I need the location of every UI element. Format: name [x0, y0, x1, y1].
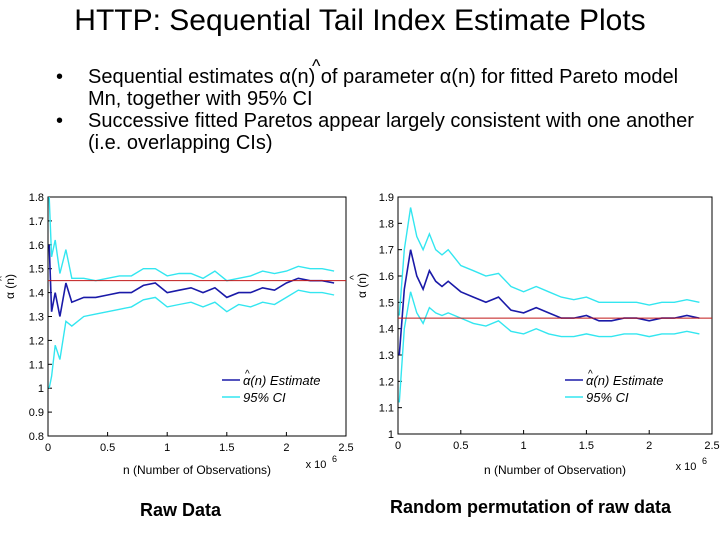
- left-plot-frame: [47, 196, 347, 437]
- left-x-tick-label: 0: [45, 442, 51, 454]
- right-x-tick-label: 0.5: [453, 440, 468, 452]
- right-y-tick-label: 1.7: [379, 245, 394, 257]
- right-y-tick-label: 1.9: [379, 192, 394, 204]
- left-ci-upper-line: [48, 196, 335, 282]
- left-x-tick-label: 0.5: [100, 442, 115, 454]
- left-ci-lower-line: [48, 289, 335, 389]
- left-y-tick-label: 1.5: [29, 264, 44, 276]
- left-y-axis-hat: ^: [0, 276, 8, 281]
- hat-glyph: ^: [312, 56, 321, 76]
- right-estimate-line: [398, 249, 700, 356]
- right-y-tick-label: 1.8: [379, 218, 394, 230]
- left-x-tick-label: 2.5: [338, 442, 353, 454]
- right-x-tick-label: 1: [521, 440, 527, 452]
- right-y-axis-label: α (n): [355, 273, 369, 298]
- right-x-axis-label: n (Number of Observation): [484, 463, 626, 477]
- left-y-tick-label: 1.6: [29, 240, 44, 252]
- right-y-tick-label: 1.4: [379, 324, 394, 336]
- right-x-exponent-power: 6: [702, 456, 707, 466]
- bullet-marker: •: [56, 66, 64, 88]
- right-x-tick-label: 0: [395, 440, 401, 452]
- left-x-exponent-power: 6: [332, 454, 337, 464]
- right-y-axis-hat: ^: [349, 275, 360, 280]
- left-legend-hat: ^: [245, 369, 250, 380]
- caption-right: Random permutation of raw data: [390, 497, 672, 517]
- left-y-tick-label: 1.7: [29, 216, 44, 228]
- right-ci-lower-line: [398, 291, 700, 403]
- right-x-tick-label: 2: [646, 440, 652, 452]
- bullet-item: • Successive fitted Paretos appear large…: [56, 110, 696, 154]
- left-y-tick-label: 0.8: [29, 431, 44, 443]
- right-legend-label: 95% CI: [586, 390, 629, 405]
- left-x-tick-label: 1.5: [219, 442, 234, 454]
- right-x-tick-label: 2.5: [704, 440, 719, 452]
- left-y-tick-label: 1: [38, 383, 44, 395]
- bullet-marker: •: [56, 110, 64, 132]
- bullet-item: • Sequential estimates α(n) of parameter…: [56, 66, 696, 110]
- bullet-list: • Sequential estimates α(n) of parameter…: [56, 66, 696, 154]
- right-y-tick-label: 1.2: [379, 376, 394, 388]
- right-x-exponent-label: x 10: [676, 461, 697, 473]
- right-y-tick-label: 1.5: [379, 297, 394, 309]
- left-legend-label: 95% CI: [243, 390, 286, 405]
- left-legend-label: α(n) Estimate: [243, 373, 321, 388]
- right-y-tick-label: 1.3: [379, 350, 394, 362]
- left-y-tick-label: 1.4: [29, 288, 44, 300]
- caption-left: Raw Data: [140, 500, 222, 520]
- right-y-tick-label: 1: [388, 429, 394, 441]
- left-y-tick-label: 1.2: [29, 335, 44, 347]
- right-y-tick-label: 1.6: [379, 271, 394, 283]
- right-ci-upper-line: [398, 207, 700, 316]
- bullet-text: Successive fitted Paretos appear largely…: [88, 110, 694, 154]
- slide-title: HTTP: Sequential Tail Index Estimate Plo…: [74, 4, 646, 37]
- left-x-tick-label: 1: [164, 442, 170, 454]
- left-x-axis-label: n (Number of Observations): [123, 463, 271, 477]
- left-x-tick-label: 2: [283, 442, 289, 454]
- right-legend-label: α(n) Estimate: [586, 373, 664, 388]
- left-y-tick-label: 1.3: [29, 312, 44, 324]
- left-y-tick-label: 1.8: [29, 192, 44, 204]
- right-legend-hat: ^: [588, 369, 593, 380]
- left-x-exponent-label: x 10: [306, 459, 327, 471]
- left-y-axis-label: α (n): [3, 274, 17, 299]
- right-y-tick-label: 1.1: [379, 403, 394, 415]
- left-y-tick-label: 0.9: [29, 407, 44, 419]
- left-estimate-line: [48, 244, 335, 317]
- bullet-text: Sequential estimates α(n) of parameter α…: [88, 66, 679, 110]
- right-plot-frame: [397, 196, 713, 435]
- left-y-tick-label: 1.1: [29, 359, 44, 371]
- right-x-tick-label: 1.5: [579, 440, 594, 452]
